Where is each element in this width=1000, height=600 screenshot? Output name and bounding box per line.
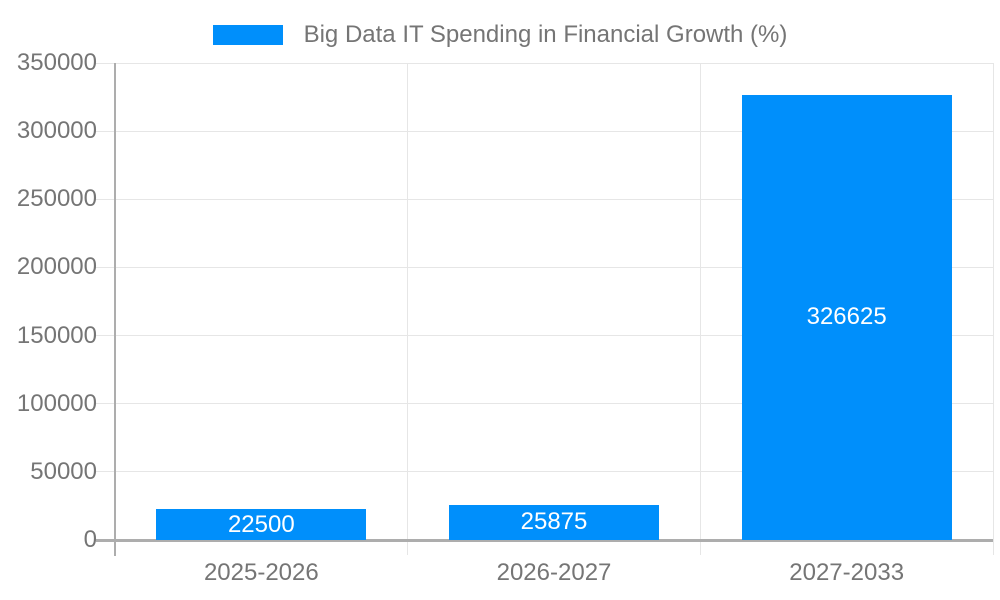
y-axis-tick-label: 300000 xyxy=(16,117,97,145)
bar-value-label: 22500 xyxy=(227,510,295,538)
legend-swatch-icon xyxy=(212,25,283,45)
y-axis-tick-label: 250000 xyxy=(16,185,97,213)
y-gridline xyxy=(96,471,993,473)
y-gridline xyxy=(96,62,993,64)
y-gridline xyxy=(96,198,993,200)
legend-series-label: Big Data IT Spending in Financial Growth… xyxy=(303,21,788,48)
y-axis-tick-label: 200000 xyxy=(16,253,97,281)
x-axis-line xyxy=(96,538,993,542)
bar-2025-2026[interactable]: 22500 xyxy=(156,509,367,540)
bar-2026-2027[interactable]: 25875 xyxy=(449,504,659,540)
category-separator-line xyxy=(407,63,409,555)
category-separator-line xyxy=(699,63,701,555)
category-separator-line xyxy=(992,63,994,555)
y-gridline xyxy=(96,266,993,268)
x-axis-tick-label: 2026-2027 xyxy=(496,559,612,586)
y-axis-tick-label: 0 xyxy=(83,526,97,553)
x-axis-tick-label: 2025-2026 xyxy=(203,559,319,586)
legend-item[interactable]: Big Data IT Spending in Financial Growth… xyxy=(212,21,788,49)
y-axis-tick-label: 150000 xyxy=(16,321,97,349)
y-gridline xyxy=(96,130,993,132)
y-axis-tick-label: 50000 xyxy=(30,457,97,485)
y-axis-line xyxy=(114,63,116,556)
bar-value-label: 25875 xyxy=(520,508,588,536)
x-axis-tick-label: 2027-2033 xyxy=(789,559,905,586)
y-gridline xyxy=(96,335,993,337)
y-gridline xyxy=(96,403,993,405)
bar-2027-2033[interactable]: 326625 xyxy=(741,94,952,540)
bar-value-label: 326625 xyxy=(806,303,887,331)
legend: Big Data IT Spending in Financial Growth… xyxy=(0,21,1000,49)
y-axis-tick-label: 100000 xyxy=(16,389,97,417)
y-axis-tick-label: 350000 xyxy=(16,49,97,76)
